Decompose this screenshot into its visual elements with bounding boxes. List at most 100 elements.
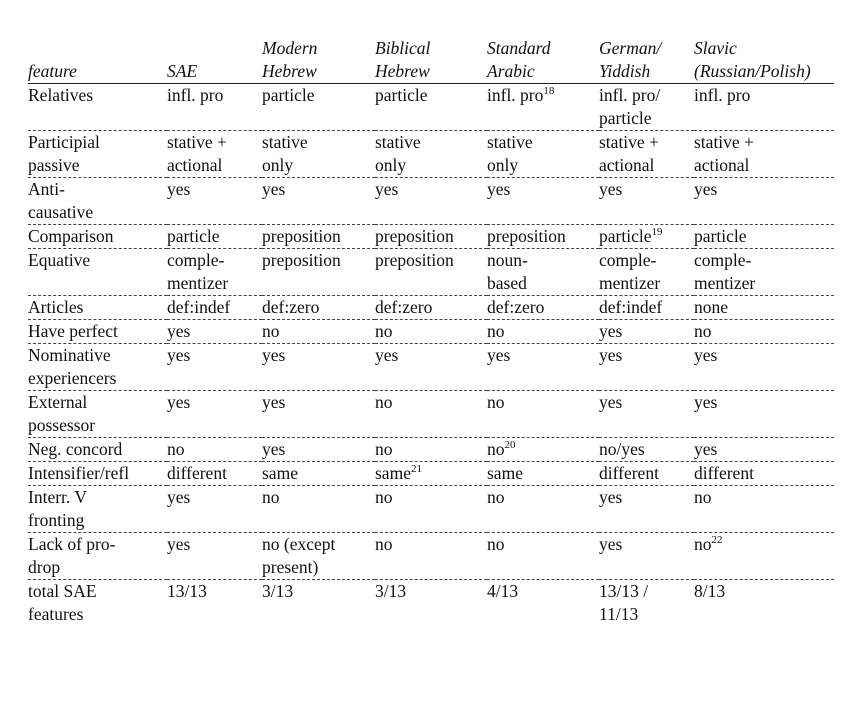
cell-text: noun- bbox=[487, 250, 528, 270]
cell-line: yes bbox=[167, 178, 262, 201]
cell-text: Have perfect bbox=[28, 321, 118, 341]
cell-text: possessor bbox=[28, 415, 96, 435]
cell-text: preposition bbox=[262, 250, 341, 270]
cell-line: 13/13 / bbox=[599, 580, 694, 603]
cell-text: Participial bbox=[28, 132, 100, 152]
cell-text: yes bbox=[167, 487, 191, 507]
cell-text: based bbox=[487, 273, 527, 293]
cell-text: present) bbox=[262, 557, 319, 577]
cell-line: infl. pro bbox=[167, 84, 262, 107]
cell-text: yes bbox=[167, 345, 191, 365]
value-cell: yes bbox=[599, 390, 694, 438]
value-cell: same bbox=[487, 461, 599, 486]
cell-text: different bbox=[167, 463, 227, 483]
cell-text: yes bbox=[167, 179, 191, 199]
cell-text: def:indef bbox=[167, 297, 231, 317]
value-cell: stative only bbox=[262, 130, 375, 178]
column-header-line: Yiddish bbox=[599, 61, 651, 81]
cell-line: particle bbox=[167, 225, 262, 248]
cell-text: stative + bbox=[599, 132, 659, 152]
cell-text: yes bbox=[694, 345, 718, 365]
column-header-line: Slavic bbox=[694, 38, 737, 58]
cell-line: mentizer bbox=[167, 272, 262, 295]
table-row: Lack of pro-drop yes no (except present) no n… bbox=[28, 532, 834, 580]
cell-line: no bbox=[487, 391, 599, 414]
feature-cell: Participial passive bbox=[28, 130, 167, 178]
cell-text: yes bbox=[599, 321, 623, 341]
cell-line: different bbox=[694, 462, 834, 485]
value-cell: yes bbox=[167, 390, 262, 438]
table-header: feature SAE Modern Hebrew Biblical Hebrew Stan… bbox=[28, 37, 834, 84]
feature-cell: External possessor bbox=[28, 390, 167, 438]
column-header: Biblical Hebrew bbox=[375, 37, 487, 84]
cell-text: Interr. V bbox=[28, 487, 87, 507]
cell-text: causative bbox=[28, 202, 94, 222]
table-row: Interr. V fronting yes no no no yes no bbox=[28, 485, 834, 533]
value-cell: 4/13 bbox=[487, 580, 599, 627]
value-cell: preposition bbox=[262, 224, 375, 249]
cell-text: comple- bbox=[694, 250, 752, 270]
cell-line: External bbox=[28, 391, 167, 414]
value-cell: yes bbox=[167, 343, 262, 391]
cell-text: yes bbox=[262, 392, 286, 412]
value-cell: no20 bbox=[487, 437, 599, 462]
cell-line: particle bbox=[694, 225, 834, 248]
cell-text: 3/13 bbox=[375, 581, 407, 601]
cell-line: yes bbox=[167, 486, 262, 509]
cell-line: no bbox=[375, 533, 487, 556]
cell-line: only bbox=[262, 154, 375, 177]
cell-line: Neg. concord bbox=[28, 438, 167, 461]
cell-line: same bbox=[487, 462, 599, 485]
cell-line: based bbox=[487, 272, 599, 295]
cell-line: infl. pro bbox=[694, 84, 834, 107]
value-cell: def:zero bbox=[487, 295, 599, 320]
cell-text: mentizer bbox=[694, 273, 756, 293]
value-cell: yes bbox=[599, 485, 694, 533]
footnote-marker: 21 bbox=[410, 463, 422, 475]
cell-text: yes bbox=[167, 534, 191, 554]
cell-line: no bbox=[375, 391, 487, 414]
cell-text: infl. pro bbox=[167, 85, 224, 105]
cell-line: particle bbox=[599, 107, 694, 130]
cell-line: yes bbox=[694, 438, 834, 461]
cell-text: yes bbox=[599, 392, 623, 412]
cell-line: Comparison bbox=[28, 225, 167, 248]
cell-line: actional bbox=[694, 154, 834, 177]
cell-text: stative + bbox=[694, 132, 754, 152]
cell-line: actional bbox=[167, 154, 262, 177]
cell-line: yes bbox=[599, 344, 694, 367]
value-cell: infl. pro18 bbox=[487, 83, 599, 131]
value-cell: infl. pro bbox=[167, 83, 262, 131]
cell-text: actional bbox=[167, 155, 223, 175]
cell-line: Intensifier/refl bbox=[28, 462, 167, 485]
cell-line: yes bbox=[487, 344, 599, 367]
value-cell: 13/13 / 11/13 bbox=[599, 580, 694, 627]
cell-line: yes bbox=[167, 320, 262, 343]
cell-line: passive bbox=[28, 154, 167, 177]
value-cell: particle bbox=[694, 224, 834, 249]
value-cell: 8/13 bbox=[694, 580, 834, 627]
cell-line: preposition bbox=[487, 225, 599, 248]
table-body: Relatives infl. pro particle particle infl. … bbox=[28, 83, 834, 627]
column-header-line: Modern bbox=[262, 38, 318, 58]
cell-text: 13/13 / bbox=[599, 581, 649, 601]
column-header-line: Hebrew bbox=[375, 61, 430, 81]
cell-line: 3/13 bbox=[375, 580, 487, 603]
cell-text: no/yes bbox=[599, 439, 645, 459]
cell-line: no bbox=[694, 486, 834, 509]
value-cell: yes bbox=[167, 532, 262, 580]
cell-text: yes bbox=[375, 179, 399, 199]
cell-line: def:zero bbox=[262, 296, 375, 319]
cell-line: none bbox=[694, 296, 834, 319]
table-row: Nominative experiencers yes yes yes yes yes yes bbox=[28, 343, 834, 391]
cell-line: preposition bbox=[262, 249, 375, 272]
cell-line: only bbox=[375, 154, 487, 177]
cell-line: drop bbox=[28, 556, 167, 579]
cell-text: no bbox=[167, 439, 185, 459]
value-cell: no bbox=[694, 485, 834, 533]
cell-line: features bbox=[28, 603, 167, 626]
column-header-line: Standard bbox=[487, 38, 551, 58]
value-cell: preposition bbox=[375, 224, 487, 249]
cell-line: yes bbox=[262, 178, 375, 201]
value-cell: yes bbox=[487, 343, 599, 391]
